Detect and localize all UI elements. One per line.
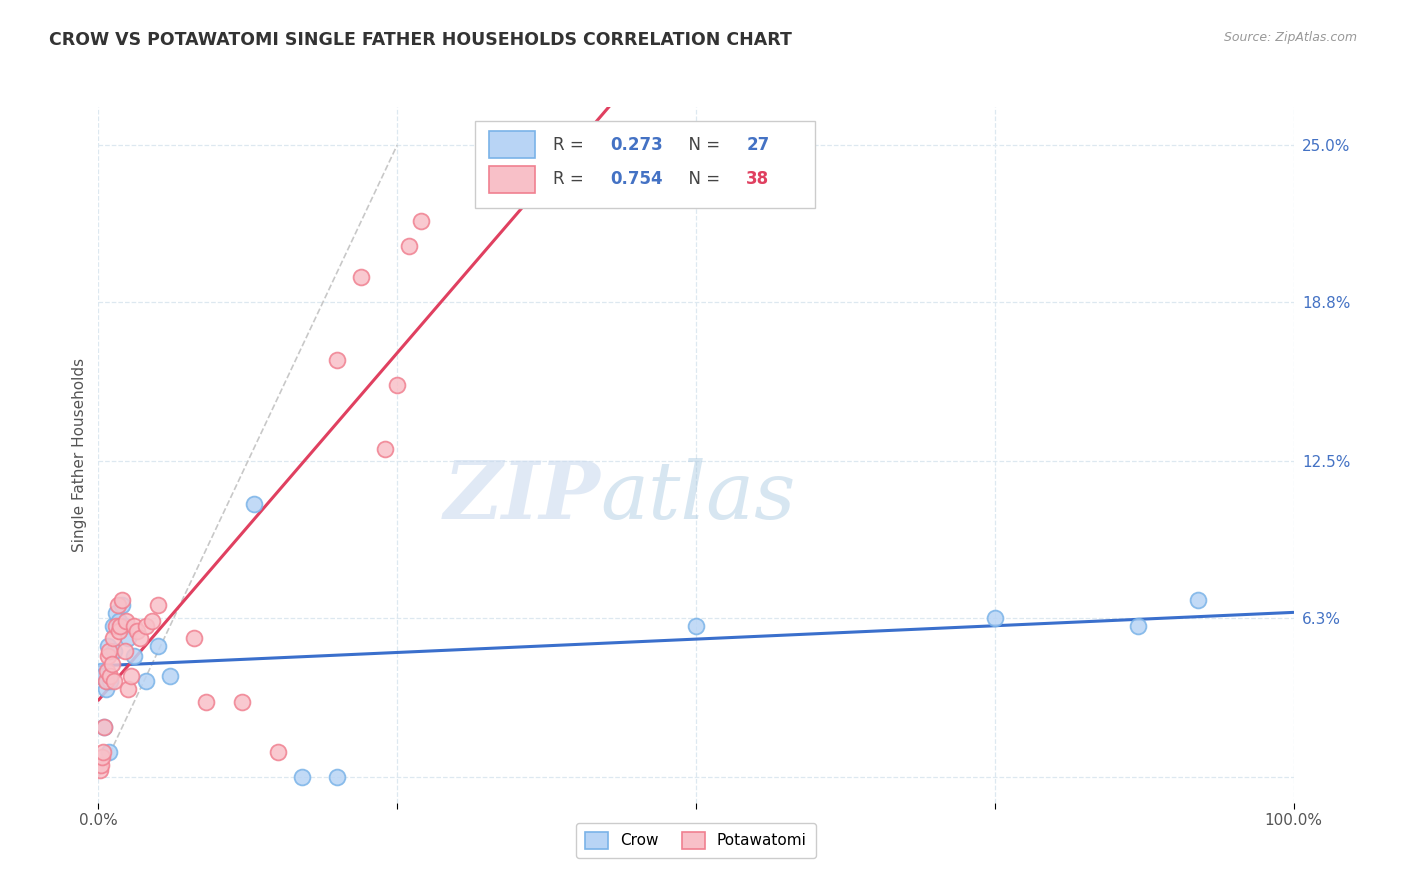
Point (97, 648, 120, 663)
Point (108, 618, 131, 632)
Legend: Crow, Potawatomi: Crow, Potawatomi (576, 822, 815, 858)
Point (267, 745, 290, 759)
Point (350, 269, 373, 284)
Point (100, 657, 122, 671)
Point (90, 757, 112, 772)
Point (91, 745, 114, 759)
Point (195, 695, 218, 709)
Point (148, 599, 170, 613)
Point (231, 695, 253, 709)
Point (93, 720, 115, 734)
Y-axis label: Single Father Households: Single Father Households (72, 358, 87, 552)
Point (115, 614, 138, 628)
Point (93, 720, 115, 734)
Point (135, 674, 157, 689)
Point (107, 614, 129, 628)
Point (98, 644, 121, 658)
Point (98, 674, 122, 689)
Point (374, 442, 396, 456)
Point (326, 771, 349, 785)
Point (685, 618, 707, 632)
Point (103, 674, 125, 689)
Point (114, 618, 136, 632)
Text: 0.754: 0.754 (610, 170, 662, 188)
Point (105, 606, 128, 620)
Point (120, 669, 142, 683)
Point (398, 239, 420, 253)
Point (385, 378, 409, 392)
Text: Source: ZipAtlas.com: Source: ZipAtlas.com (1223, 31, 1357, 45)
Point (101, 618, 124, 632)
Point (183, 632, 205, 646)
Point (411, 214, 433, 228)
Point (103, 644, 125, 658)
Point (107, 599, 129, 613)
Point (101, 632, 124, 646)
Text: 27: 27 (747, 136, 769, 153)
Text: R =: R = (553, 136, 589, 153)
Text: CROW VS POTAWATOMI SINGLE FATHER HOUSEHOLDS CORRELATION CHART: CROW VS POTAWATOMI SINGLE FATHER HOUSEHO… (49, 31, 792, 49)
Point (125, 624, 148, 638)
Point (148, 639, 170, 653)
Point (124, 618, 146, 632)
Point (326, 353, 349, 368)
Point (111, 593, 134, 607)
Text: 38: 38 (747, 170, 769, 188)
Point (97, 639, 120, 653)
Point (94, 674, 117, 689)
Point (1128, 618, 1150, 632)
Point (243, 497, 266, 511)
Point (89, 763, 111, 777)
Point (90, 665, 112, 679)
FancyBboxPatch shape (475, 121, 815, 208)
Point (89, 669, 111, 683)
Point (105, 618, 128, 632)
Point (98, 669, 122, 683)
Text: atlas: atlas (600, 458, 796, 535)
Point (96, 674, 118, 689)
Point (96, 665, 118, 679)
Point (124, 648, 146, 663)
FancyBboxPatch shape (489, 131, 534, 158)
Point (98, 745, 121, 759)
Point (141, 614, 163, 628)
Text: 0.273: 0.273 (610, 136, 662, 153)
Point (107, 624, 129, 638)
Point (91, 750, 114, 764)
Point (135, 618, 157, 632)
Point (1187, 593, 1209, 607)
Point (117, 632, 139, 646)
Text: ZIP: ZIP (443, 458, 600, 535)
Point (129, 632, 152, 646)
Point (94, 681, 117, 696)
Point (159, 669, 181, 683)
Text: N =: N = (678, 136, 725, 153)
FancyBboxPatch shape (489, 166, 534, 193)
Text: R =: R = (553, 170, 589, 188)
Point (111, 599, 134, 613)
Point (291, 771, 314, 785)
Point (91, 669, 114, 683)
Point (984, 611, 1007, 625)
Point (117, 681, 139, 696)
Text: N =: N = (678, 170, 725, 188)
Point (114, 644, 136, 658)
